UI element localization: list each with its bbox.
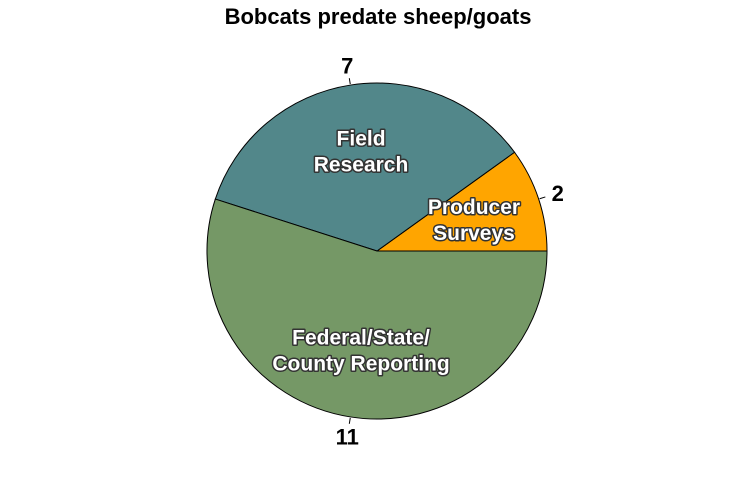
slice-value-label: 7 [341, 53, 353, 78]
pie-slice [375, 151, 548, 252]
slice-value-label: 2 [552, 181, 564, 206]
pie-labels: Producer Surveys 2 Field Research 7 Federal/St… [271, 53, 564, 450]
slice-label: Federal/State/County Reporting [272, 327, 449, 376]
slice-value-label: 11 [336, 425, 359, 450]
slice-label: Producer Surveys [428, 196, 520, 245]
pie-slice [214, 82, 516, 252]
leader-tick [539, 196, 546, 200]
pie-slices [206, 82, 548, 420]
leader-tick [348, 78, 351, 85]
chart-title: Bobcats predate sheep/goats [225, 4, 532, 29]
slice-label: Field Research [314, 127, 409, 176]
leader-tick [348, 417, 351, 424]
pie-slice [206, 198, 548, 420]
